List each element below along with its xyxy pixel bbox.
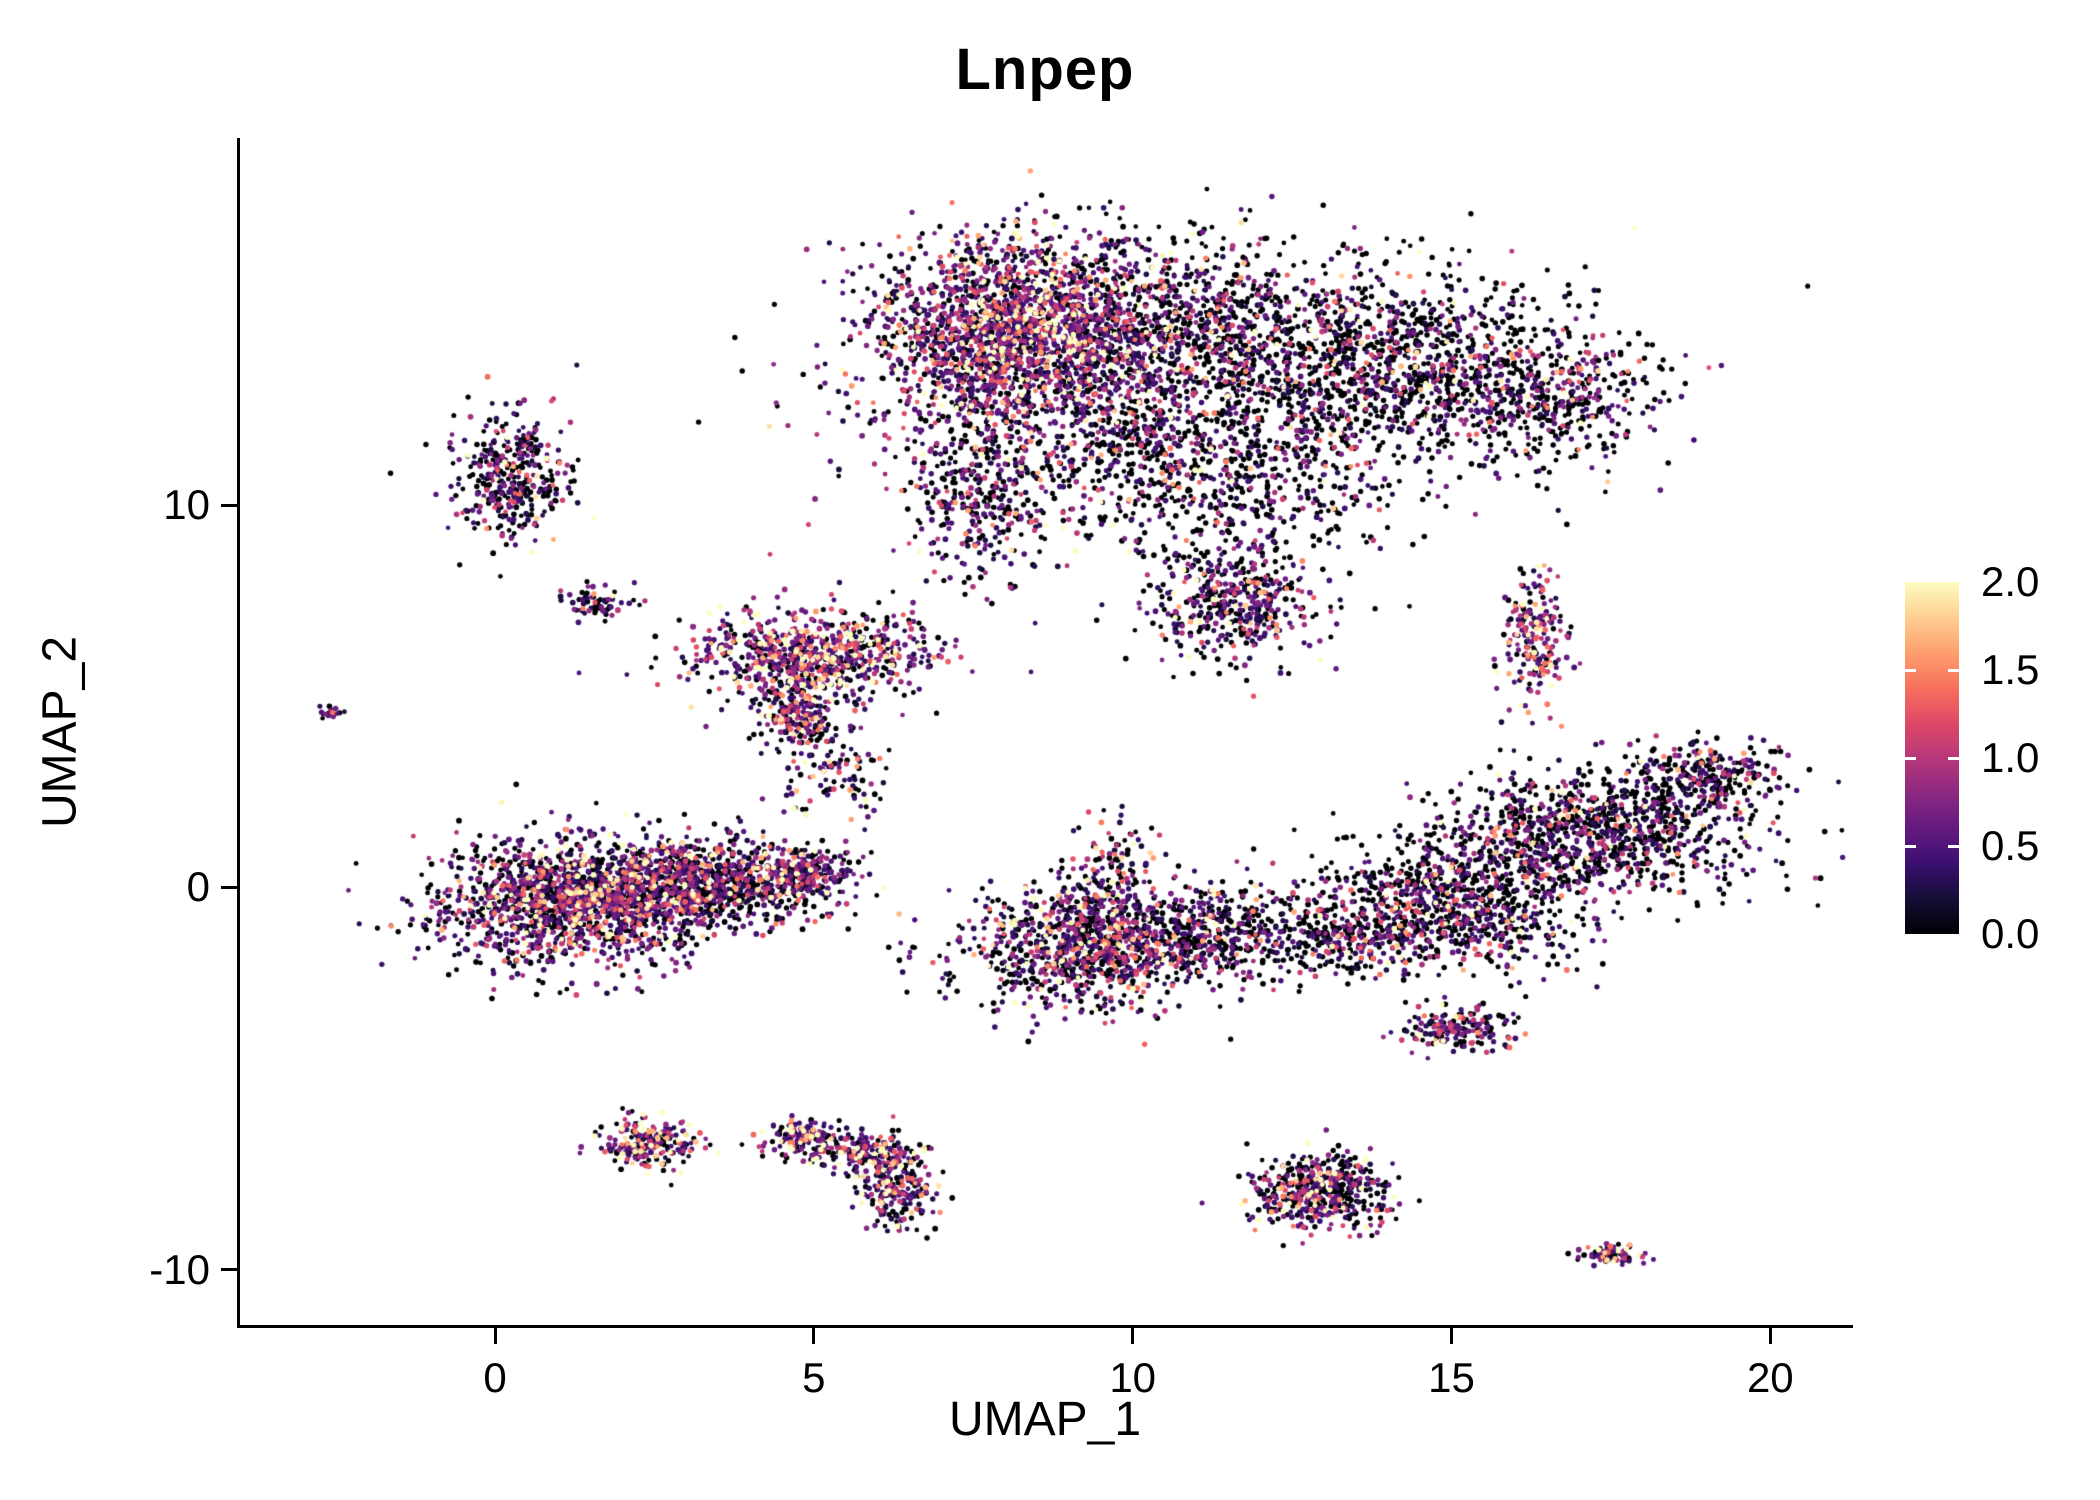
y-tick-label: -10 xyxy=(149,1245,210,1293)
colorbar-tick-mark xyxy=(1948,756,1959,760)
y-tick-label: 10 xyxy=(163,481,210,529)
x-axis-line xyxy=(237,1325,1853,1328)
colorbar-tick-label: 1.5 xyxy=(1981,646,2040,693)
x-tick-mark xyxy=(493,1328,497,1344)
x-tick-mark xyxy=(1768,1328,1772,1344)
colorbar-tick-label: 0.5 xyxy=(1981,822,2040,869)
x-tick-label: 15 xyxy=(1428,1354,1475,1401)
x-tick-mark xyxy=(1131,1328,1135,1344)
colorbar-tick-label: 2.0 xyxy=(1981,558,2040,605)
y-axis-label: UMAP_2 xyxy=(33,635,87,829)
colorbar-tick-mark xyxy=(1905,756,1916,760)
y-axis-line xyxy=(237,138,240,1328)
y-tick-mark xyxy=(221,503,237,507)
plot-title: Lnpep xyxy=(955,37,1135,102)
y-tick-label: 0 xyxy=(186,863,210,911)
colorbar-tick-mark xyxy=(1905,668,1916,672)
y-tick-mark xyxy=(221,885,237,889)
y-tick-mark xyxy=(221,1268,237,1272)
colorbar-tick-mark xyxy=(1905,844,1916,848)
colorbar-tick-label: 1.0 xyxy=(1981,734,2040,781)
x-tick-label: 0 xyxy=(483,1354,507,1401)
x-tick-label: 20 xyxy=(1746,1354,1794,1401)
colorbar-tick-label: 0.0 xyxy=(1981,910,2040,957)
x-tick-mark xyxy=(812,1328,816,1344)
x-tick-label: 10 xyxy=(1109,1354,1157,1401)
colorbar-tick-mark xyxy=(1948,668,1959,672)
colorbar-tick-mark xyxy=(1948,844,1959,848)
x-tick-label: 5 xyxy=(802,1354,826,1401)
x-axis-label: UMAP_1 xyxy=(948,1393,1142,1446)
x-tick-mark xyxy=(1449,1328,1453,1344)
